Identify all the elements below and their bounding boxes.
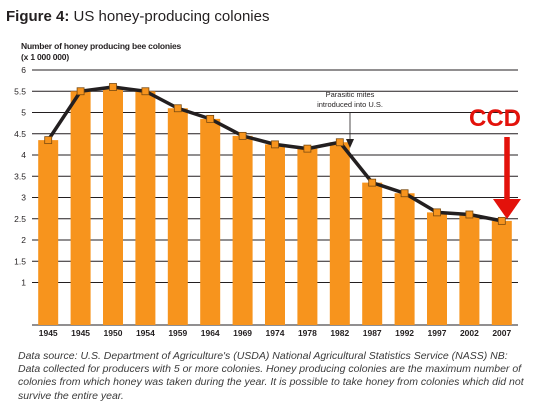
data-point (303, 144, 312, 153)
x-tick-label: 1945 (39, 328, 58, 338)
bar (329, 142, 350, 325)
x-tick-label: 1974 (266, 328, 285, 338)
bar (459, 214, 480, 325)
bar (297, 148, 318, 325)
data-point (173, 104, 182, 113)
ccd-annotation-text: CCD (469, 105, 521, 132)
y-tick-label: 5 (21, 108, 26, 118)
y-tick-label: 2.5 (14, 214, 26, 224)
y-tick-label: 6 (21, 65, 26, 75)
data-point (400, 189, 409, 198)
bar (362, 182, 383, 325)
x-tick-label: 2002 (460, 328, 479, 338)
data-point (206, 114, 215, 123)
x-tick-label: 1954 (136, 328, 155, 338)
data-point (465, 210, 474, 219)
ccd-arrow-head (493, 199, 521, 219)
y-axis-label: Number of honey producing bee colonies (… (21, 41, 182, 62)
figure-title: Figure 4: US honey-producing colonies (6, 8, 269, 25)
data-point (141, 87, 150, 96)
x-tick-label: 1959 (168, 328, 187, 338)
bar (394, 193, 415, 325)
y-tick-label: 4 (21, 150, 26, 160)
y-tick-label: 2 (21, 235, 26, 245)
y-tick-label: 4.5 (14, 129, 26, 139)
source-line-1: Data source: U.S. Department of Agricult… (18, 350, 508, 362)
y-tick-label: 3 (21, 193, 26, 203)
data-point (368, 178, 377, 187)
x-tick-label: 1950 (104, 328, 123, 338)
data-source-note: Data source: U.S. Department of Agricult… (18, 350, 538, 403)
data-point (271, 140, 279, 149)
bars (38, 87, 512, 325)
x-tick-label: 1969 (233, 328, 252, 338)
bar (491, 220, 512, 325)
data-point (238, 131, 247, 140)
mites-annotation-text: introduced into U.S. (317, 100, 383, 109)
trend-line (44, 83, 506, 225)
bar (232, 135, 253, 325)
data-point (497, 216, 506, 225)
data-point (335, 138, 344, 147)
x-tick-label: 1982 (330, 328, 349, 338)
x-tick-label: 1997 (428, 328, 447, 338)
source-line-2: Data collected for producers with 5 or m… (18, 363, 524, 402)
data-point (109, 83, 117, 91)
data-point (433, 208, 441, 217)
y-tick-label: 1 (21, 278, 26, 288)
x-tick-labels: 1945 1945 1950 1954 1959 1964 1969 1974 1978 1982… (39, 328, 512, 338)
x-tick-label: 2007 (492, 328, 511, 338)
bar (103, 87, 123, 325)
bar (70, 91, 91, 325)
data-point (44, 136, 53, 145)
y-tick-label: 1.5 (14, 256, 26, 266)
bar (265, 144, 285, 325)
x-tick-label: 1978 (298, 328, 317, 338)
x-tick-label: 1964 (201, 328, 220, 338)
y-tick-labels: 1 1.5 2 2.5 3 3.5 4 4.5 5 5.5 6 (14, 65, 26, 288)
honey-colonies-chart: 11.522.533.544.555.56 1945 1945 1950 1954 19… (14, 65, 521, 338)
figure-title-text: US honey-producing colonies (73, 8, 270, 25)
x-tick-label: 1945 (71, 328, 90, 338)
bar (167, 108, 188, 325)
y-tick-label: 3.5 (14, 171, 26, 181)
x-tick-label: 1987 (363, 328, 382, 338)
mites-annotation-text: Parasitic mites (326, 90, 375, 99)
x-tick-label: 1992 (395, 328, 414, 338)
bar (135, 91, 156, 325)
bar (200, 118, 221, 325)
bar (427, 212, 447, 325)
figure-label: Figure 4: (6, 8, 70, 25)
bar (38, 140, 59, 325)
mites-arrow-head (346, 139, 354, 148)
data-point (76, 87, 85, 96)
y-tick-label: 5.5 (14, 86, 26, 96)
